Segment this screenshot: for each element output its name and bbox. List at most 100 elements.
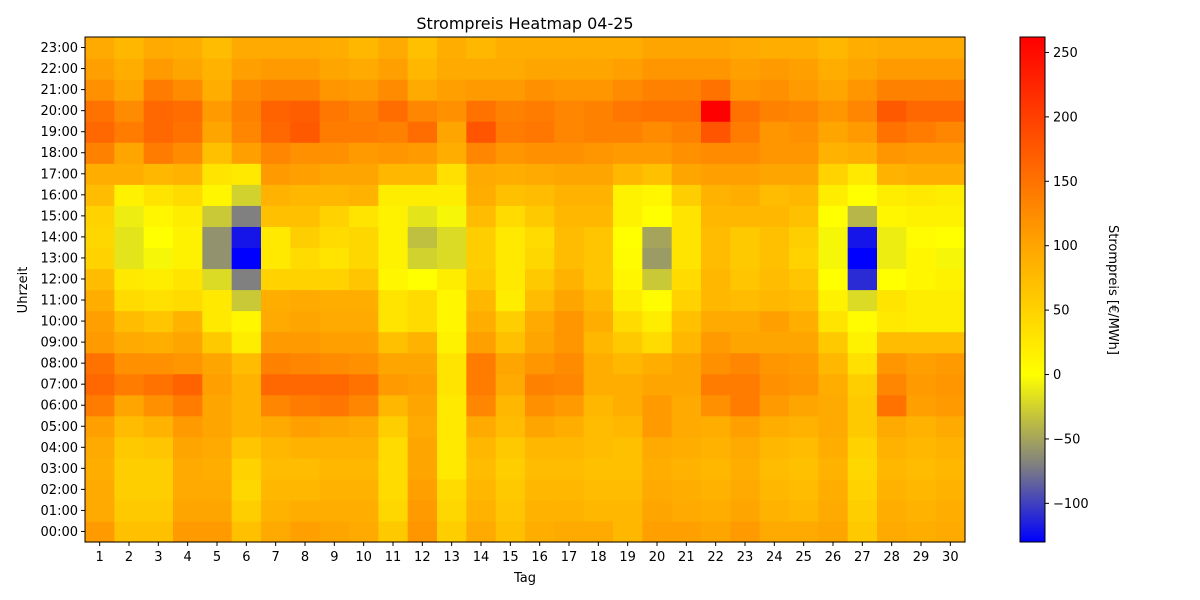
heatmap-cell [261, 520, 291, 543]
heatmap-cell [671, 436, 702, 459]
heatmap-cell [143, 478, 174, 501]
heatmap-cell [114, 478, 145, 501]
x-tick-label: 10 [355, 550, 372, 565]
heatmap-cell [85, 373, 115, 396]
heatmap-cell [319, 394, 350, 417]
heatmap-cell [818, 100, 849, 122]
heatmap-cell [114, 79, 145, 101]
x-tick-label: 4 [184, 550, 192, 565]
heatmap-cell [818, 247, 849, 270]
heatmap-cell [730, 436, 761, 459]
heatmap-cell [935, 520, 966, 543]
heatmap-cell [789, 205, 819, 227]
heatmap-cell [349, 310, 379, 333]
heatmap-cell [261, 373, 291, 396]
heatmap-cell [730, 415, 761, 438]
heatmap-cell [701, 268, 731, 291]
y-tick-label: 07:00 [41, 378, 78, 393]
heatmap-cell [671, 289, 702, 312]
heatmap-cell [466, 289, 497, 312]
heatmap-cell [202, 142, 233, 164]
heatmap-cell [319, 499, 350, 522]
heatmap-cell [349, 37, 379, 59]
heatmap-cell [759, 121, 790, 143]
heatmap-cell [495, 205, 526, 227]
heatmap-cell [290, 520, 321, 543]
heatmap-cell [466, 457, 497, 480]
y-tick-label: 00:00 [41, 525, 78, 540]
heatmap-cell [935, 436, 966, 459]
heatmap-cell [847, 310, 878, 333]
heatmap-cell [789, 499, 819, 522]
heatmap-cell [466, 520, 497, 543]
heatmap-cell [290, 289, 321, 312]
heatmap-cell [935, 478, 966, 501]
heatmap-cell [554, 184, 585, 206]
heatmap-cell [525, 142, 555, 164]
heatmap-cell [231, 247, 262, 270]
heatmap-cell [261, 415, 291, 438]
heatmap-cell [378, 163, 409, 185]
heatmap-cell [495, 58, 526, 80]
heatmap-cell [231, 436, 262, 459]
heatmap-cell [407, 184, 438, 206]
heatmap-cell [730, 499, 761, 522]
heatmap-cell [495, 268, 526, 291]
heatmap-cell [583, 37, 614, 59]
heatmap-cell [525, 478, 555, 501]
heatmap-cell [906, 331, 937, 354]
heatmap-cell [114, 121, 145, 143]
heatmap-cell [466, 58, 497, 80]
heatmap-cell [319, 100, 350, 122]
colorbar-ticks: 250 200 150 100 50 0 −50 −100 [1045, 46, 1089, 512]
heatmap-cell [847, 163, 878, 185]
heatmap-cell [349, 394, 379, 417]
heatmap-cell [847, 100, 878, 122]
heatmap-cell [935, 205, 966, 227]
heatmap-cell [701, 226, 731, 249]
heatmap-cell [85, 436, 115, 459]
heatmap-cell [613, 121, 643, 143]
y-tick-label: 15:00 [41, 209, 78, 224]
heatmap-cell [877, 478, 907, 501]
heatmap-cell [671, 331, 702, 354]
heatmap-cell [407, 394, 438, 417]
heatmap-cell [613, 394, 643, 417]
heatmap-cell [818, 394, 849, 417]
heatmap-cell [495, 163, 526, 185]
heatmap-cell [319, 331, 350, 354]
heatmap-cell [261, 37, 291, 59]
heatmap-cell [231, 310, 262, 333]
heatmap-cell [85, 184, 115, 206]
heatmap-cell [642, 268, 673, 291]
heatmap-cell [642, 394, 673, 417]
heatmap-cell [437, 121, 467, 143]
heatmap-cell [114, 247, 145, 270]
heatmap-cell [818, 415, 849, 438]
heatmap-cell [173, 331, 203, 354]
heatmap-cell [877, 121, 907, 143]
heatmap-cell [877, 163, 907, 185]
heatmap-cell [789, 415, 819, 438]
heatmap-cell [143, 394, 174, 417]
heatmap-cell [906, 58, 937, 80]
heatmap-cell [407, 100, 438, 122]
heatmap-cell [847, 142, 878, 164]
heatmap-cell [114, 436, 145, 459]
heatmap-cell [701, 289, 731, 312]
heatmap-cell [202, 37, 233, 59]
heatmap-cell [231, 457, 262, 480]
heatmap-cell [671, 247, 702, 270]
heatmap-cell [349, 121, 379, 143]
heatmap-cell [759, 58, 790, 80]
heatmap-cell [730, 163, 761, 185]
heatmap-cell [290, 142, 321, 164]
heatmap-cell [231, 37, 262, 59]
heatmap-cell [583, 226, 614, 249]
heatmap-cell [671, 415, 702, 438]
heatmap-cell [642, 79, 673, 101]
heatmap-cell [525, 415, 555, 438]
heatmap-cell [437, 394, 467, 417]
heatmap-cell [847, 478, 878, 501]
heatmap-cell [378, 310, 409, 333]
